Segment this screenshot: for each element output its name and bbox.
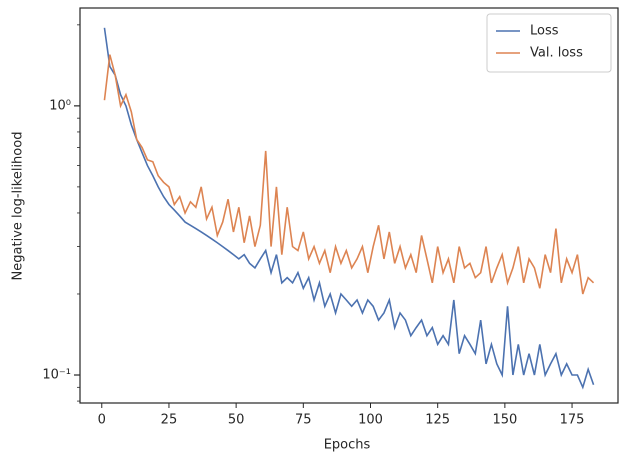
data-line xyxy=(103,54,595,295)
legend-label: Val. loss xyxy=(530,46,583,61)
y-axis-label: Negative log-likelihood xyxy=(11,132,26,281)
legend-label: Loss xyxy=(530,24,559,39)
x-tick-label: 125 xyxy=(425,413,450,428)
x-axis-label: Epochs xyxy=(324,438,371,453)
legend-box xyxy=(486,13,612,73)
x-tick-label: 150 xyxy=(492,413,517,428)
y-tick-label: 10⁰ xyxy=(49,98,71,113)
x-tick-label: 100 xyxy=(358,413,383,428)
x-tick-label: 0 xyxy=(98,413,106,428)
y-tick-label: 10⁻¹ xyxy=(42,368,71,383)
x-tick-label: 175 xyxy=(560,413,585,428)
x-tick-label: 75 xyxy=(295,413,312,428)
x-tick-label: 50 xyxy=(228,413,245,428)
x-tick-label: 25 xyxy=(161,413,178,428)
data-line xyxy=(103,27,595,390)
plot-frame xyxy=(79,7,619,404)
